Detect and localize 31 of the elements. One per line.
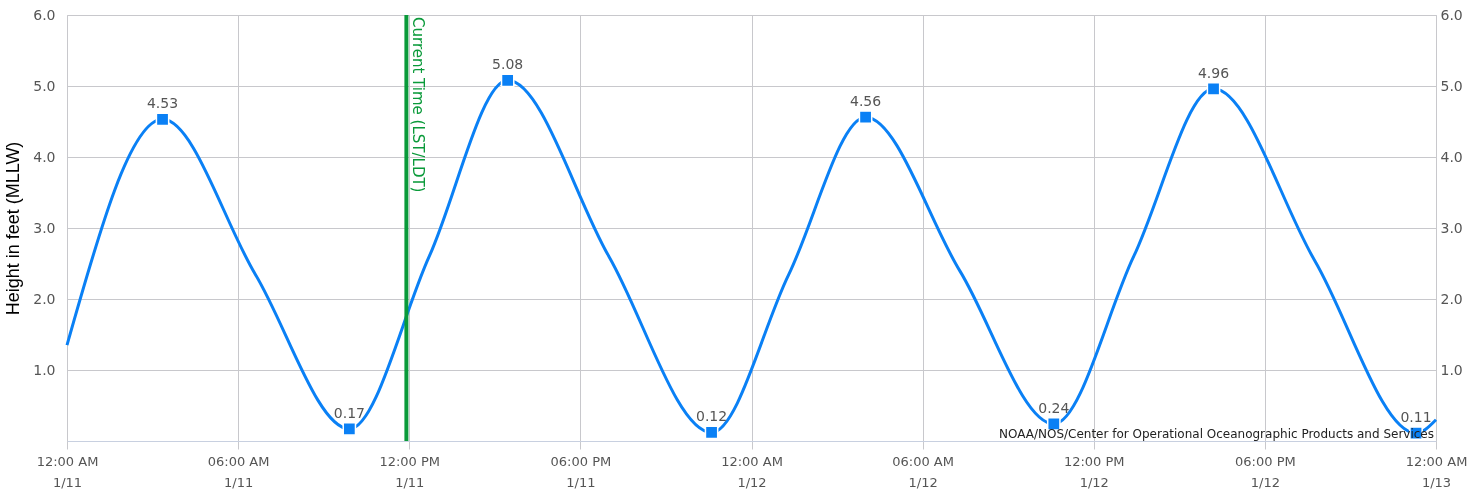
data-label: 5.08 xyxy=(492,56,524,73)
data-label: 0.11 xyxy=(1400,409,1432,426)
y2-tick-label: 2.0 xyxy=(1440,290,1463,307)
y-tick-label: 6.0 xyxy=(33,6,56,23)
x-tick-label: 06:00 PM 1/11 xyxy=(550,453,612,490)
y2-tick-label: 1.0 xyxy=(1440,361,1463,378)
data-label: 4.96 xyxy=(1197,64,1230,81)
x-tick-label: 06:00 AM 1/12 xyxy=(892,453,954,490)
y-tick-label: 4.0 xyxy=(33,148,56,165)
y-tick-label: 5.0 xyxy=(33,77,56,94)
data-label: 4.53 xyxy=(146,95,179,112)
x-tick-label: 12:00 PM 1/12 xyxy=(1063,453,1125,490)
x-tick-label: 12:00 AM 1/12 xyxy=(721,453,783,490)
y2-tick-label: 6.0 xyxy=(1440,6,1463,23)
data-label: 0.24 xyxy=(1038,399,1070,416)
y2-tick-label: 4.0 xyxy=(1440,148,1463,165)
data-label: 0.17 xyxy=(333,404,365,421)
y-tick-label: 3.0 xyxy=(33,219,56,236)
data-label: 0.12 xyxy=(695,408,728,425)
x-tick-label: 12:00 PM 1/11 xyxy=(379,453,441,490)
x-tick-label: 12:00 AM 1/11 xyxy=(36,453,99,490)
y-tick-label: 1.0 xyxy=(33,361,56,378)
y2-tick-label: 3.0 xyxy=(1440,219,1463,236)
y-axis-title: Height in feet (MLLW) xyxy=(3,141,24,316)
y2-tick-label: 5.0 xyxy=(1440,77,1463,94)
y-tick-label: 2.0 xyxy=(33,290,56,307)
x-tick-label: 06:00 AM 1/11 xyxy=(207,453,270,490)
ref-line-label: Current Time (LST/LDT) xyxy=(409,17,428,193)
x-tick-label: 06:00 PM 1/12 xyxy=(1235,453,1296,490)
data-label: 4.56 xyxy=(850,93,882,110)
x-tick-label: 12:00 AM 1/13 xyxy=(1405,453,1468,490)
